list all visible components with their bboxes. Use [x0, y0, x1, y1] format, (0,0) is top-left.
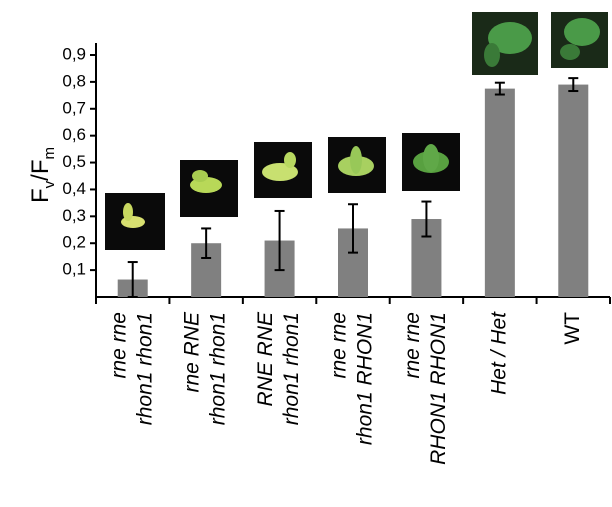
- photo: [180, 160, 238, 217]
- x-tick-label: rhon1 rhon1: [133, 312, 156, 425]
- x-tick-label: WT: [561, 312, 584, 345]
- bar: [485, 89, 515, 297]
- photo: [328, 137, 386, 193]
- y-tick-label: 0,5: [62, 152, 86, 171]
- photo: [402, 133, 460, 191]
- y-tick-label: 0,8: [62, 71, 86, 90]
- y-tick-label: 0,6: [62, 125, 86, 144]
- photo: [551, 12, 608, 68]
- photo: [254, 142, 312, 198]
- y-tick-label: 0,1: [62, 260, 86, 279]
- x-tick-label: RHON1 RHON1: [427, 312, 450, 465]
- y-tick-label: 0,4: [62, 179, 86, 198]
- plant-photos: [105, 12, 608, 250]
- y-tick-label: 0,3: [62, 206, 86, 225]
- x-tick-label: rhon1 rhon1: [280, 312, 303, 425]
- y-tick-label: 0,9: [62, 44, 86, 63]
- y-axis-label: Fv/Fm: [27, 147, 58, 203]
- y-tick-label: 0,7: [62, 98, 86, 117]
- x-tick-label: rne rne: [401, 312, 424, 379]
- x-tick-label: RNE RNE: [254, 311, 277, 407]
- x-tick-label: Het / Het: [487, 311, 510, 395]
- y-tick-label: 0,2: [62, 233, 86, 252]
- x-tick-label: rne RNE: [181, 311, 204, 393]
- x-tick-label: rhon1 RHON1: [354, 312, 377, 445]
- x-tick-label: rne rne: [107, 312, 130, 379]
- x-tick-label: rne rne: [328, 312, 351, 379]
- chart: Fv/Fm 0,1 0,2 0,3 0,4 0,5 0,6 0,7 0,8 0,9 rne rne…: [0, 0, 612, 507]
- x-tick-label: rhon1 rhon1: [207, 312, 230, 425]
- bar: [558, 85, 588, 297]
- photo: [105, 193, 165, 250]
- photo: [472, 12, 538, 75]
